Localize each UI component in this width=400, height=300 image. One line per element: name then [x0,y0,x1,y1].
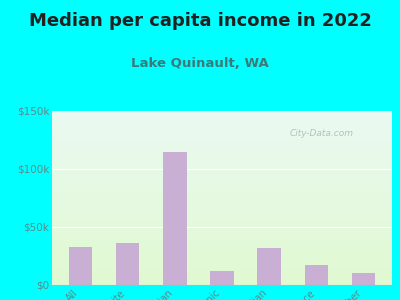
Text: Lake Quinault, WA: Lake Quinault, WA [131,57,269,70]
Bar [258,248,281,285]
Bar [305,265,328,285]
Bar [210,271,234,285]
Bar [163,152,186,285]
Bar [68,247,92,285]
Text: City-Data.com: City-Data.com [290,129,354,138]
Bar [116,243,139,285]
Bar [352,273,376,285]
Text: Median per capita income in 2022: Median per capita income in 2022 [28,12,372,30]
